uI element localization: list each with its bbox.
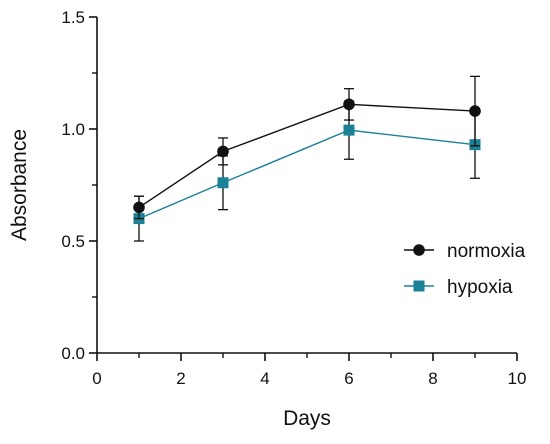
x-tick-label: 0	[92, 369, 101, 388]
x-tick-label: 6	[344, 369, 353, 388]
data-point-normoxia	[343, 98, 355, 111]
data-point-normoxia	[133, 201, 145, 214]
legend-marker-normoxia	[413, 244, 425, 256]
data-point-hypoxia	[217, 177, 229, 189]
x-tick-label: 10	[508, 369, 527, 388]
data-point-hypoxia	[343, 124, 355, 136]
series-line-normoxia	[138, 103, 476, 208]
series-hypoxia	[133, 100, 481, 242]
x-tick-label: 2	[176, 369, 185, 388]
data-point-normoxia	[217, 145, 229, 158]
y-axis-title: Absorbance	[8, 129, 31, 241]
y-tick-label: 0.0	[61, 344, 85, 363]
legend-label-normoxia: normoxia	[447, 241, 526, 262]
data-point-normoxia	[469, 105, 481, 117]
series-line-hypoxia	[138, 129, 476, 220]
x-tick-label: 8	[428, 369, 437, 388]
legend: normoxia hypoxia	[404, 241, 526, 298]
x-axis-title: Days	[283, 407, 331, 430]
y-tick-label: 0.5	[61, 232, 85, 251]
plot-area	[133, 75, 481, 242]
y-axis-ticks: 0.0 0.5 1.0 1.5	[61, 8, 97, 363]
series-normoxia	[133, 75, 481, 220]
y-tick-label: 1.5	[61, 8, 85, 27]
legend-label-hypoxia: hypoxia	[447, 277, 513, 298]
y-tick-label: 1.0	[61, 120, 85, 139]
x-axis-ticks: 0 2 4 6 8 10	[92, 353, 526, 388]
legend-item-normoxia: normoxia	[404, 241, 526, 262]
legend-marker-hypoxia	[413, 280, 425, 292]
legend-item-hypoxia: hypoxia	[404, 277, 513, 298]
x-tick-label: 4	[260, 369, 269, 388]
axes: 0.0 0.5 1.0 1.5 0 2 4 6 8 10	[61, 8, 526, 388]
